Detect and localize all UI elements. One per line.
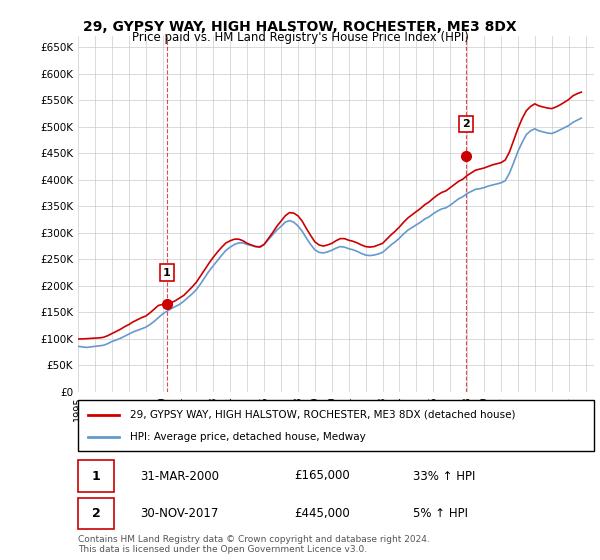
Text: Contains HM Land Registry data © Crown copyright and database right 2024.
This d: Contains HM Land Registry data © Crown c… — [78, 535, 430, 554]
Text: 2: 2 — [92, 507, 100, 520]
Text: 30-NOV-2017: 30-NOV-2017 — [140, 507, 218, 520]
Text: £165,000: £165,000 — [295, 469, 350, 483]
Text: 1: 1 — [92, 469, 100, 483]
Text: 29, GYPSY WAY, HIGH HALSTOW, ROCHESTER, ME3 8DX: 29, GYPSY WAY, HIGH HALSTOW, ROCHESTER, … — [83, 20, 517, 34]
Text: 5% ↑ HPI: 5% ↑ HPI — [413, 507, 469, 520]
Text: 33% ↑ HPI: 33% ↑ HPI — [413, 469, 476, 483]
Text: 31-MAR-2000: 31-MAR-2000 — [140, 469, 219, 483]
FancyBboxPatch shape — [78, 498, 114, 529]
Text: 2: 2 — [462, 119, 470, 129]
Text: Price paid vs. HM Land Registry's House Price Index (HPI): Price paid vs. HM Land Registry's House … — [131, 31, 469, 44]
FancyBboxPatch shape — [78, 400, 594, 451]
Text: £445,000: £445,000 — [295, 507, 350, 520]
Text: 29, GYPSY WAY, HIGH HALSTOW, ROCHESTER, ME3 8DX (detached house): 29, GYPSY WAY, HIGH HALSTOW, ROCHESTER, … — [130, 409, 515, 419]
Text: HPI: Average price, detached house, Medway: HPI: Average price, detached house, Medw… — [130, 432, 365, 442]
FancyBboxPatch shape — [78, 460, 114, 492]
Text: 1: 1 — [163, 268, 170, 278]
